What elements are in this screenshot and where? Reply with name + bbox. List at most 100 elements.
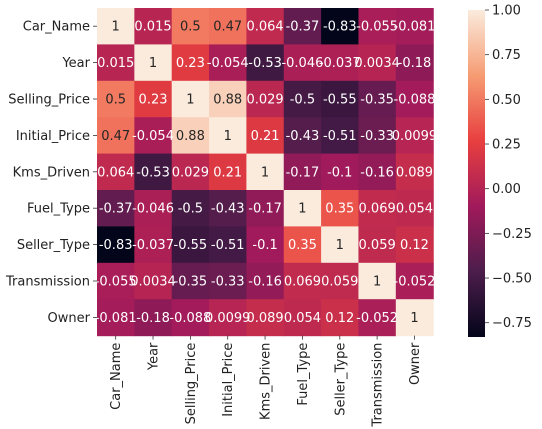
heatmap-cell [134,44,173,82]
cell-value-label: -0.054 [132,129,174,144]
cell-value-label: -0.052 [356,311,398,326]
cell-value-label: -0.37 [99,202,133,217]
colorbar: 1.00 0.75 0.50 0.25 0.00 −0.25 −0.50 −0.75 [468,4,532,337]
cell-value-label: -0.16 [248,275,282,290]
heatmap-cell [321,153,360,191]
heatmap-cell [97,226,135,264]
cell-value-label: -0.5 [290,93,315,108]
heatmap-cell [283,299,322,337]
x-tick-label: Kms_Driven [259,343,274,420]
cell-value-label: 0.054 [284,311,321,326]
cell-value-label: 0.21 [213,165,242,180]
cell-value-label: -0.43 [211,202,245,217]
cell-value-label: 0.064 [246,20,283,35]
cell-value-label: -0.53 [248,56,282,71]
cell-value-label: -0.83 [99,238,133,253]
heatmap-cell [395,80,434,118]
cell-value-label: -0.53 [136,165,170,180]
heatmap-cell [97,44,135,82]
heatmap-cell [395,44,434,82]
x-tick-label: Year [147,342,162,371]
cell-value-label: 0.089 [246,311,283,326]
heatmap-cell [246,117,285,155]
cell-value-label: 1 [112,20,120,35]
cell-value-label: -0.55 [174,238,208,253]
cell-value-label: -0.17 [248,202,282,217]
cell-value-label: -0.37 [286,20,320,35]
heatmap-cell [395,117,434,155]
y-tick-label: Seller_Type [17,238,90,253]
cell-value-label: -0.83 [323,20,357,35]
y-tick-label: Transmission [5,275,90,290]
cell-value-label: -0.1 [327,165,352,180]
heatmap-cells [97,8,434,337]
cell-value-label: -0.046 [132,202,174,217]
heatmap-cell [358,80,397,118]
heatmap-cell [358,190,397,227]
heatmap-cell [171,190,210,227]
cell-value-label: 0.35 [325,202,354,217]
cell-value-label: 1 [373,275,381,290]
heatmap-cell [246,8,285,45]
heatmap-cell [321,8,360,45]
cell-value-label: 0.029 [172,165,209,180]
cell-value-label: -0.18 [136,311,170,326]
heatmap-cell [395,190,434,227]
heatmap-cell [246,262,285,300]
heatmap-cell [209,262,247,300]
heatmap-cell [283,8,322,45]
heatmap-cell [395,226,434,264]
heatmap-cell [134,117,173,155]
cell-value-label: 0.35 [288,238,317,253]
heatmap-cell [358,153,397,191]
heatmap-cell [97,8,135,45]
cell-value-label: 0.0034 [354,56,400,71]
cell-value-label: -0.5 [178,202,203,217]
cell-value-label: 1 [186,93,194,108]
cell-value-label: -0.054 [207,56,249,71]
heatmap-cell [246,44,285,82]
heatmap-cell [321,117,360,155]
heatmap-cell [134,8,173,45]
heatmap-cell [209,117,247,155]
cell-value-label: -0.037 [319,56,361,71]
heatmap-cell [246,190,285,227]
heatmap-cell [321,299,360,337]
heatmap-cell [209,190,247,227]
heatmap-cell [134,190,173,227]
heatmap-cell [321,44,360,82]
heatmap-cell [283,117,322,155]
heatmap-cell [246,299,285,337]
y-tick-label: Initial_Price [16,129,90,144]
heatmap-cell [97,299,135,337]
cell-value-label: -0.046 [281,56,323,71]
cell-value-label: 1 [336,238,344,253]
cell-value-label: 0.88 [213,93,242,108]
heatmap-cell [395,8,434,45]
colorbar-tick-label: 0.75 [492,48,521,63]
heatmap-cell [395,262,434,300]
cell-value-label: -0.055 [356,20,398,35]
heatmap-cell [246,226,285,264]
heatmap-cell [358,226,397,264]
cell-value-label: 0.015 [134,20,171,35]
cell-value-label: 0.069 [359,202,396,217]
cell-value-label: 0.059 [359,238,396,253]
cell-value-label: -0.081 [95,311,137,326]
x-axis-tick-labels: Car_Name Year Selling_Price Initial_Price Km… [109,335,423,428]
cell-value-label: 0.029 [246,93,283,108]
heatmap-cell [97,117,135,155]
heatmap-cell [134,80,173,118]
cell-value-label: 0.88 [176,129,205,144]
heatmap-cell [283,190,322,227]
cell-value-label: -0.17 [286,165,320,180]
colorbar-tick-label: 0.25 [492,138,521,153]
heatmap-cell [209,226,247,264]
cell-value-label: 1 [410,311,418,326]
heatmap-cell [283,153,322,191]
colorbar-tick-label: −0.75 [492,316,532,331]
heatmap-cell [97,80,135,118]
cell-value-label: 1 [298,202,306,217]
y-tick-label: Owner [48,311,91,326]
cell-value-label: 1 [149,56,157,71]
